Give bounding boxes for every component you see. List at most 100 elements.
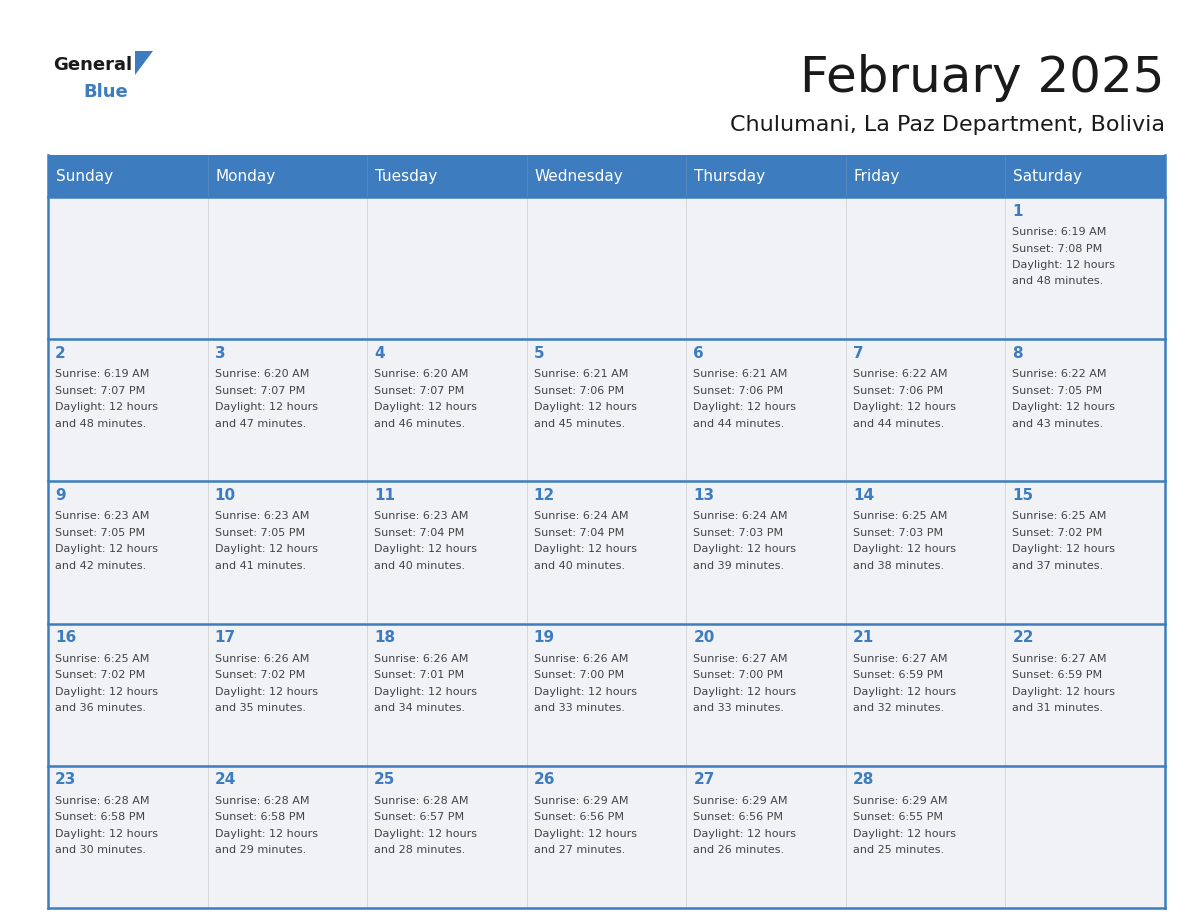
Text: Sunset: 6:56 PM: Sunset: 6:56 PM — [694, 812, 783, 823]
Bar — [367, 623, 526, 766]
Text: Daylight: 12 hours: Daylight: 12 hours — [1012, 260, 1116, 270]
Text: Monday: Monday — [215, 169, 276, 184]
Text: Daylight: 12 hours: Daylight: 12 hours — [215, 829, 317, 839]
Bar — [208, 339, 367, 481]
Text: 12: 12 — [533, 487, 555, 503]
Text: and 32 minutes.: and 32 minutes. — [853, 703, 944, 713]
Text: 3: 3 — [215, 346, 226, 361]
Text: 21: 21 — [853, 630, 874, 645]
Text: Daylight: 12 hours: Daylight: 12 hours — [1012, 687, 1116, 697]
Text: Daylight: 12 hours: Daylight: 12 hours — [533, 544, 637, 554]
Text: Sunset: 6:59 PM: Sunset: 6:59 PM — [1012, 670, 1102, 680]
Text: Sunrise: 6:21 AM: Sunrise: 6:21 AM — [533, 369, 628, 379]
Text: 2: 2 — [55, 346, 65, 361]
Text: and 29 minutes.: and 29 minutes. — [215, 845, 305, 856]
Text: 5: 5 — [533, 346, 544, 361]
Text: Daylight: 12 hours: Daylight: 12 hours — [55, 544, 158, 554]
Text: Sunrise: 6:20 AM: Sunrise: 6:20 AM — [215, 369, 309, 379]
Text: Daylight: 12 hours: Daylight: 12 hours — [533, 402, 637, 412]
Text: 7: 7 — [853, 346, 864, 361]
Text: and 45 minutes.: and 45 minutes. — [533, 419, 625, 429]
Bar — [48, 766, 208, 908]
Text: and 38 minutes.: and 38 minutes. — [853, 561, 944, 571]
Text: and 25 minutes.: and 25 minutes. — [853, 845, 944, 856]
Text: and 31 minutes.: and 31 minutes. — [1012, 703, 1104, 713]
Text: Sunrise: 6:29 AM: Sunrise: 6:29 AM — [694, 796, 788, 806]
Text: Sunset: 7:06 PM: Sunset: 7:06 PM — [694, 386, 783, 396]
Bar — [208, 155, 367, 197]
Bar — [367, 197, 526, 339]
Text: 18: 18 — [374, 630, 396, 645]
Text: Daylight: 12 hours: Daylight: 12 hours — [374, 402, 478, 412]
Text: and 40 minutes.: and 40 minutes. — [374, 561, 466, 571]
Text: and 47 minutes.: and 47 minutes. — [215, 419, 305, 429]
Bar — [526, 623, 687, 766]
Text: Daylight: 12 hours: Daylight: 12 hours — [853, 402, 956, 412]
Text: Sunrise: 6:19 AM: Sunrise: 6:19 AM — [55, 369, 150, 379]
Text: Sunrise: 6:26 AM: Sunrise: 6:26 AM — [215, 654, 309, 664]
Text: Sunrise: 6:22 AM: Sunrise: 6:22 AM — [1012, 369, 1107, 379]
Text: Sunset: 7:05 PM: Sunset: 7:05 PM — [1012, 386, 1102, 396]
Text: Thursday: Thursday — [694, 169, 765, 184]
Text: 24: 24 — [215, 772, 236, 788]
Text: Sunset: 7:07 PM: Sunset: 7:07 PM — [55, 386, 145, 396]
Text: Friday: Friday — [854, 169, 901, 184]
Text: and 36 minutes.: and 36 minutes. — [55, 703, 146, 713]
Text: Sunset: 7:03 PM: Sunset: 7:03 PM — [853, 528, 943, 538]
Text: 1: 1 — [1012, 204, 1023, 218]
Text: Daylight: 12 hours: Daylight: 12 hours — [215, 402, 317, 412]
Text: and 37 minutes.: and 37 minutes. — [1012, 561, 1104, 571]
Bar — [526, 155, 687, 197]
Bar — [208, 766, 367, 908]
Bar — [687, 197, 846, 339]
Bar — [367, 339, 526, 481]
Text: and 34 minutes.: and 34 minutes. — [374, 703, 466, 713]
Text: and 27 minutes.: and 27 minutes. — [533, 845, 625, 856]
Text: Daylight: 12 hours: Daylight: 12 hours — [694, 402, 796, 412]
Bar — [846, 197, 1005, 339]
Bar — [846, 766, 1005, 908]
Text: 15: 15 — [1012, 487, 1034, 503]
Text: Sunset: 7:04 PM: Sunset: 7:04 PM — [374, 528, 465, 538]
Bar — [687, 155, 846, 197]
Text: 19: 19 — [533, 630, 555, 645]
Bar — [1005, 339, 1165, 481]
Text: Sunset: 7:07 PM: Sunset: 7:07 PM — [215, 386, 305, 396]
Text: Sunrise: 6:26 AM: Sunrise: 6:26 AM — [533, 654, 628, 664]
Text: Sunset: 6:58 PM: Sunset: 6:58 PM — [55, 812, 145, 823]
Text: Sunrise: 6:26 AM: Sunrise: 6:26 AM — [374, 654, 468, 664]
Text: Wednesday: Wednesday — [535, 169, 624, 184]
Text: and 33 minutes.: and 33 minutes. — [533, 703, 625, 713]
Text: 17: 17 — [215, 630, 235, 645]
Bar — [846, 481, 1005, 623]
Text: 23: 23 — [55, 772, 76, 788]
Bar — [687, 339, 846, 481]
Text: Daylight: 12 hours: Daylight: 12 hours — [853, 687, 956, 697]
Text: Sunrise: 6:23 AM: Sunrise: 6:23 AM — [215, 511, 309, 521]
Text: 4: 4 — [374, 346, 385, 361]
Text: Daylight: 12 hours: Daylight: 12 hours — [55, 687, 158, 697]
Text: 10: 10 — [215, 487, 235, 503]
Text: 28: 28 — [853, 772, 874, 788]
Text: Chulumani, La Paz Department, Bolivia: Chulumani, La Paz Department, Bolivia — [729, 115, 1165, 135]
Text: Daylight: 12 hours: Daylight: 12 hours — [374, 544, 478, 554]
Text: Blue: Blue — [83, 83, 128, 101]
Text: General: General — [53, 56, 132, 74]
Bar — [687, 623, 846, 766]
Text: Sunrise: 6:23 AM: Sunrise: 6:23 AM — [374, 511, 468, 521]
Bar — [48, 155, 208, 197]
Text: Sunrise: 6:22 AM: Sunrise: 6:22 AM — [853, 369, 947, 379]
Text: Sunrise: 6:23 AM: Sunrise: 6:23 AM — [55, 511, 150, 521]
Text: and 39 minutes.: and 39 minutes. — [694, 561, 784, 571]
Text: Sunset: 7:06 PM: Sunset: 7:06 PM — [533, 386, 624, 396]
Text: Sunrise: 6:28 AM: Sunrise: 6:28 AM — [55, 796, 150, 806]
Text: 13: 13 — [694, 487, 714, 503]
Text: Sunset: 7:08 PM: Sunset: 7:08 PM — [1012, 243, 1102, 253]
Text: Sunrise: 6:27 AM: Sunrise: 6:27 AM — [694, 654, 788, 664]
Text: Daylight: 12 hours: Daylight: 12 hours — [215, 544, 317, 554]
Text: Daylight: 12 hours: Daylight: 12 hours — [533, 687, 637, 697]
Text: 8: 8 — [1012, 346, 1023, 361]
Text: Sunrise: 6:24 AM: Sunrise: 6:24 AM — [533, 511, 628, 521]
Text: and 41 minutes.: and 41 minutes. — [215, 561, 305, 571]
Text: Sunset: 6:56 PM: Sunset: 6:56 PM — [533, 812, 624, 823]
